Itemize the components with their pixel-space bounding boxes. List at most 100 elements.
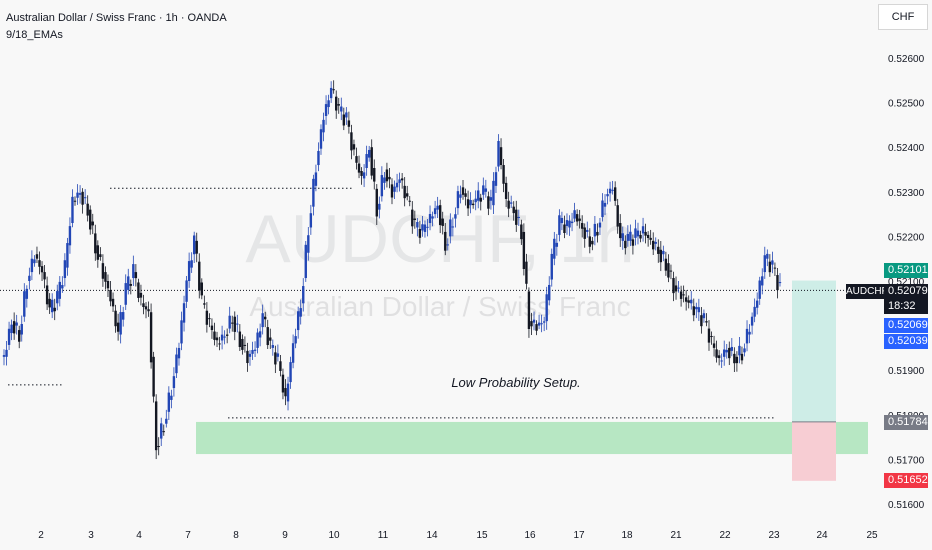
candle-body — [121, 312, 125, 320]
candle-body — [205, 310, 209, 325]
candle-body — [251, 349, 254, 354]
candle-body — [433, 208, 437, 215]
candle-body — [149, 312, 153, 363]
candle-body — [350, 132, 353, 151]
candle-body — [593, 223, 597, 237]
symbol-title[interactable]: Australian Dollar / Swiss Franc · 1h · O… — [6, 12, 227, 24]
candle-body — [180, 320, 183, 344]
candle-body — [641, 226, 645, 234]
candle-body — [261, 313, 264, 328]
candle-body — [436, 205, 439, 210]
candle-body — [456, 191, 460, 209]
candle-body — [367, 149, 371, 158]
candle-body — [560, 217, 564, 224]
candle-body — [712, 343, 716, 348]
candle-body — [580, 223, 584, 229]
candle-body — [411, 209, 414, 227]
price-tick-label: 0.51700 — [888, 455, 925, 466]
time-tick-label: 21 — [670, 530, 682, 541]
candle-body — [400, 178, 404, 181]
target-zone — [792, 280, 836, 422]
candle-body — [89, 209, 92, 230]
candle-body — [684, 297, 688, 302]
candle-body — [264, 316, 267, 320]
candle-body — [471, 203, 475, 206]
candle-body — [479, 197, 482, 202]
candle-body — [778, 282, 782, 284]
candle-body — [101, 263, 105, 279]
candle-body — [129, 283, 132, 286]
candle-body — [208, 318, 211, 320]
candle-body — [636, 230, 640, 237]
candle-body — [76, 192, 79, 198]
candle-body — [707, 328, 711, 343]
candle-body — [370, 147, 373, 176]
candle-body — [246, 350, 249, 364]
candle-body — [717, 355, 721, 359]
candle-body — [61, 285, 64, 289]
time-tick-label: 16 — [524, 530, 536, 541]
candle-body — [190, 260, 193, 268]
candle-body — [750, 316, 754, 326]
stop-price-tag: 0.51652 — [884, 473, 928, 488]
candle-body — [416, 222, 419, 228]
candle-body — [646, 234, 650, 239]
candle-body — [431, 216, 434, 219]
indicator-legend[interactable]: 9/18_EMAs — [6, 29, 63, 41]
candle-body — [583, 227, 586, 239]
candle-body — [327, 100, 330, 108]
candle-body — [388, 176, 391, 180]
candle-body — [241, 338, 244, 350]
candle-body — [596, 231, 599, 236]
candle-body — [758, 280, 761, 299]
candle-body — [375, 188, 378, 217]
candle-body — [451, 226, 455, 228]
time-tick-label: 18 — [621, 530, 633, 541]
time-tick-label: 23 — [768, 530, 780, 541]
candle-body — [545, 294, 548, 322]
candle-body — [233, 316, 236, 332]
candle-body — [525, 261, 528, 284]
candle-body — [210, 325, 214, 331]
candle-body — [279, 361, 282, 371]
candle-body — [406, 193, 409, 197]
candle-body — [380, 175, 384, 197]
currency-label[interactable]: CHF — [878, 4, 928, 30]
candle-body — [497, 140, 500, 167]
candle-body — [172, 376, 176, 389]
candle-body — [469, 200, 472, 206]
candle-body — [477, 190, 480, 201]
candle-body — [690, 299, 693, 304]
candle-body — [33, 259, 36, 264]
candle-body — [507, 200, 510, 209]
candle-body — [373, 168, 376, 182]
price-tick-label: 0.52600 — [888, 54, 925, 65]
candle-body — [542, 321, 546, 323]
candle-body — [7, 328, 11, 345]
candle-body — [631, 239, 635, 246]
candle-body — [558, 215, 561, 235]
candle-body — [35, 254, 39, 259]
candle-body — [10, 324, 13, 334]
candle-body — [598, 222, 602, 228]
candle-body — [175, 354, 178, 374]
candle-body — [715, 349, 718, 358]
candle-body — [335, 96, 338, 111]
candle-body — [147, 309, 150, 312]
candle-body — [378, 203, 381, 210]
candle-body — [160, 423, 163, 439]
candles-layer — [2, 80, 782, 460]
time-axis[interactable]: 2 3 4 7 8 9 10 11 14 15 16 17 18 21 22 23 24 25 — [38, 530, 878, 541]
candle-body — [281, 374, 285, 393]
time-tick-label: 25 — [866, 530, 878, 541]
candle-body — [438, 205, 442, 226]
candle-body — [509, 202, 513, 204]
stop-zone — [792, 421, 836, 481]
candle-body — [725, 349, 728, 353]
candle-body — [365, 154, 368, 169]
candle-body — [611, 189, 614, 191]
candle-body — [520, 224, 523, 240]
candle-body — [177, 347, 181, 359]
candle-body — [530, 321, 533, 327]
